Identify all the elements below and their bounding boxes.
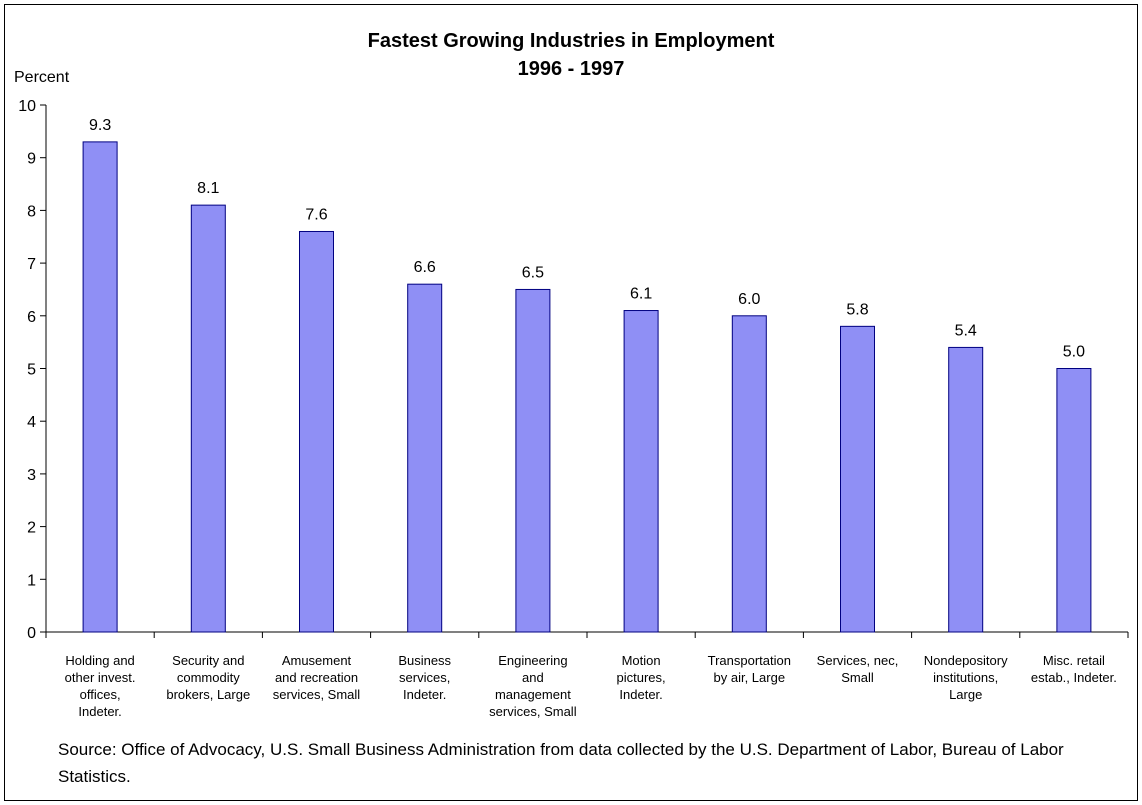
- data-label: 9.3: [89, 117, 111, 134]
- y-tick-label: 5: [27, 362, 36, 379]
- y-tick-label: 8: [27, 203, 36, 220]
- x-tick-label: Transportation by air, Large: [707, 653, 791, 685]
- y-tick-label: 9: [27, 151, 36, 168]
- y-tick-label: 10: [18, 98, 36, 115]
- bar: [82, 141, 118, 633]
- y-tick-label: 4: [27, 414, 36, 431]
- y-tick-label: 2: [27, 520, 36, 537]
- chart-title: Fastest Growing Industries in Employment: [367, 30, 775, 52]
- x-tick-label: Misc. retail estab., Indeter.: [1030, 653, 1117, 685]
- chart-frame: [4, 4, 1138, 801]
- bar: [299, 230, 334, 633]
- bar: [515, 288, 551, 633]
- y-tick-label: 3: [27, 467, 36, 484]
- y-tick-label: 6: [27, 309, 36, 326]
- x-tick-label: Motion pictures, Indeter.: [616, 653, 666, 702]
- source-note: Source: Office of Advocacy, U.S. Small B…: [58, 740, 1064, 786]
- data-label: 7.6: [305, 206, 327, 223]
- bar: [948, 346, 984, 633]
- data-label: 5.4: [955, 322, 977, 339]
- x-tick-label: Nondepository institutions, Large: [923, 653, 1008, 702]
- chart-subtitle: 1996 - 1997: [517, 58, 625, 80]
- x-tick-label: Engineering and management services, Sma…: [489, 653, 577, 719]
- bar: [407, 283, 443, 633]
- x-tick-label: Amusement and recreation services, Small: [272, 653, 361, 702]
- y-axis-label: Percent: [14, 69, 70, 86]
- bar: [1056, 368, 1092, 633]
- x-tick-label: Security and commodity brokers, Large: [166, 653, 251, 702]
- data-label: 5.0: [1063, 344, 1085, 361]
- data-label: 6.1: [630, 286, 652, 303]
- y-tick-label: 1: [27, 572, 36, 589]
- data-label: 6.5: [522, 264, 544, 281]
- x-tick-label: Business services, Indeter.: [398, 653, 452, 702]
- data-label: 6.6: [414, 259, 436, 276]
- y-tick-label: 0: [27, 625, 36, 642]
- bar: [731, 315, 767, 633]
- x-tick-label: Holding and other invest. offices, Indet…: [64, 653, 136, 719]
- bar: [190, 204, 226, 633]
- x-tick-label: Services, nec, Small: [816, 653, 899, 685]
- data-label: 5.8: [846, 301, 868, 318]
- bar: [623, 310, 659, 633]
- y-tick-label: 7: [27, 256, 36, 273]
- data-label: 6.0: [738, 291, 760, 308]
- bar: [840, 325, 875, 633]
- data-label: 8.1: [197, 180, 219, 197]
